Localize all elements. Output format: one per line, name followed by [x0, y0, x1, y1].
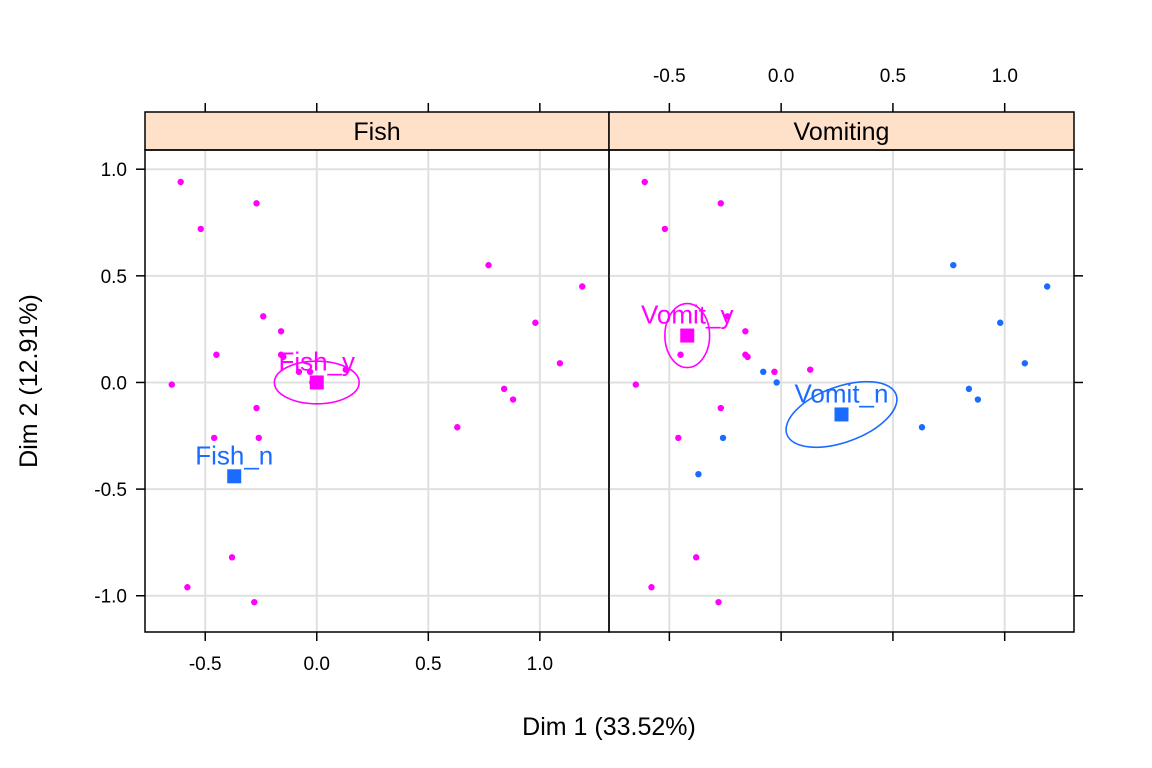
data-point [695, 470, 702, 478]
data-point [228, 554, 236, 561]
x-tick-label: -0.5 [653, 66, 686, 87]
data-point [485, 261, 492, 269]
data-point [1043, 283, 1051, 290]
category-label: Fish_y [278, 346, 355, 376]
category-marker [680, 328, 695, 343]
category-marker [834, 407, 849, 422]
data-point [1021, 360, 1029, 367]
data-point [744, 353, 751, 361]
data-point [556, 360, 564, 367]
data-point [500, 385, 508, 393]
data-point [260, 313, 267, 320]
data-point [255, 434, 262, 442]
x-tick-label: 1.0 [991, 66, 1017, 87]
axes: -0.5 0.0 0.5 1.0 -1.0 -0.5 0.0 0.5 1.0 -0.5 0.0 0.5… [94, 66, 1083, 675]
y-tick-label: -1.0 [94, 587, 127, 608]
data-point [807, 366, 814, 373]
panel-vomiting: Vomiting Vomit_y Vomit_n [608, 111, 1075, 633]
data-point [675, 434, 682, 442]
confidence-ellipse [785, 380, 898, 449]
data-point [579, 283, 586, 290]
y-tick-label: 1.0 [101, 160, 127, 181]
x-tick-label: -0.5 [189, 654, 222, 675]
data-point [715, 598, 722, 606]
category-marker [309, 375, 324, 390]
data-point [306, 368, 314, 376]
data-point [760, 368, 767, 376]
x-tick-label: 0.5 [415, 654, 441, 675]
data-point [295, 368, 303, 376]
data-point [197, 225, 204, 233]
data-point [692, 554, 700, 561]
data-point [918, 424, 926, 431]
confidence-ellipse [273, 360, 360, 405]
data-point [532, 319, 539, 326]
strip-background [608, 111, 1075, 151]
data-point [184, 584, 191, 591]
data-point [253, 200, 260, 207]
y-tick-label: -0.5 [94, 480, 127, 501]
data-point [641, 178, 648, 186]
x-axis-label: Dim 1 (33.52%) [522, 713, 696, 741]
data-point [997, 319, 1004, 326]
data-point [742, 328, 749, 335]
y-tick-label: 0.0 [101, 373, 127, 394]
data-point [648, 584, 655, 591]
strip-label: Fish [353, 118, 400, 146]
data-point [717, 200, 724, 207]
data-point [974, 396, 982, 403]
data-point [251, 598, 258, 606]
data-point [280, 353, 287, 361]
data-point [724, 313, 731, 320]
x-tick-label: 1.0 [527, 654, 553, 675]
data-point [213, 351, 220, 358]
data-point [661, 225, 669, 233]
data-point [168, 381, 175, 388]
data-point [719, 434, 727, 442]
data-point [950, 261, 957, 269]
x-tick-label: 0.5 [880, 66, 906, 87]
data-point [277, 328, 285, 335]
panel-fish: Fish Fish_y Fish_n [144, 111, 610, 633]
data-point [773, 379, 780, 386]
y-tick-label: 0.5 [101, 267, 127, 288]
category-label: Vomit_n [795, 378, 889, 408]
data-point [454, 424, 461, 431]
panel-border [608, 149, 1075, 633]
x-tick-label: 0.0 [768, 66, 794, 87]
data-point [210, 434, 218, 442]
data-point [965, 385, 973, 393]
data-point [771, 368, 778, 376]
data-point [253, 404, 260, 412]
data-point [177, 178, 184, 186]
confidence-ellipse [664, 302, 711, 369]
data-point [717, 404, 724, 412]
data-point [677, 351, 684, 358]
x-tick-label: 0.0 [304, 654, 330, 675]
category-label: Fish_n [195, 440, 273, 470]
category-marker [227, 469, 242, 484]
data-point [509, 396, 517, 403]
strip-label: Vomiting [794, 118, 890, 146]
data-point [632, 381, 640, 388]
y-axis-label: Dim 2 (12.91%) [15, 294, 43, 468]
category-label: Vomit_y [641, 300, 734, 330]
